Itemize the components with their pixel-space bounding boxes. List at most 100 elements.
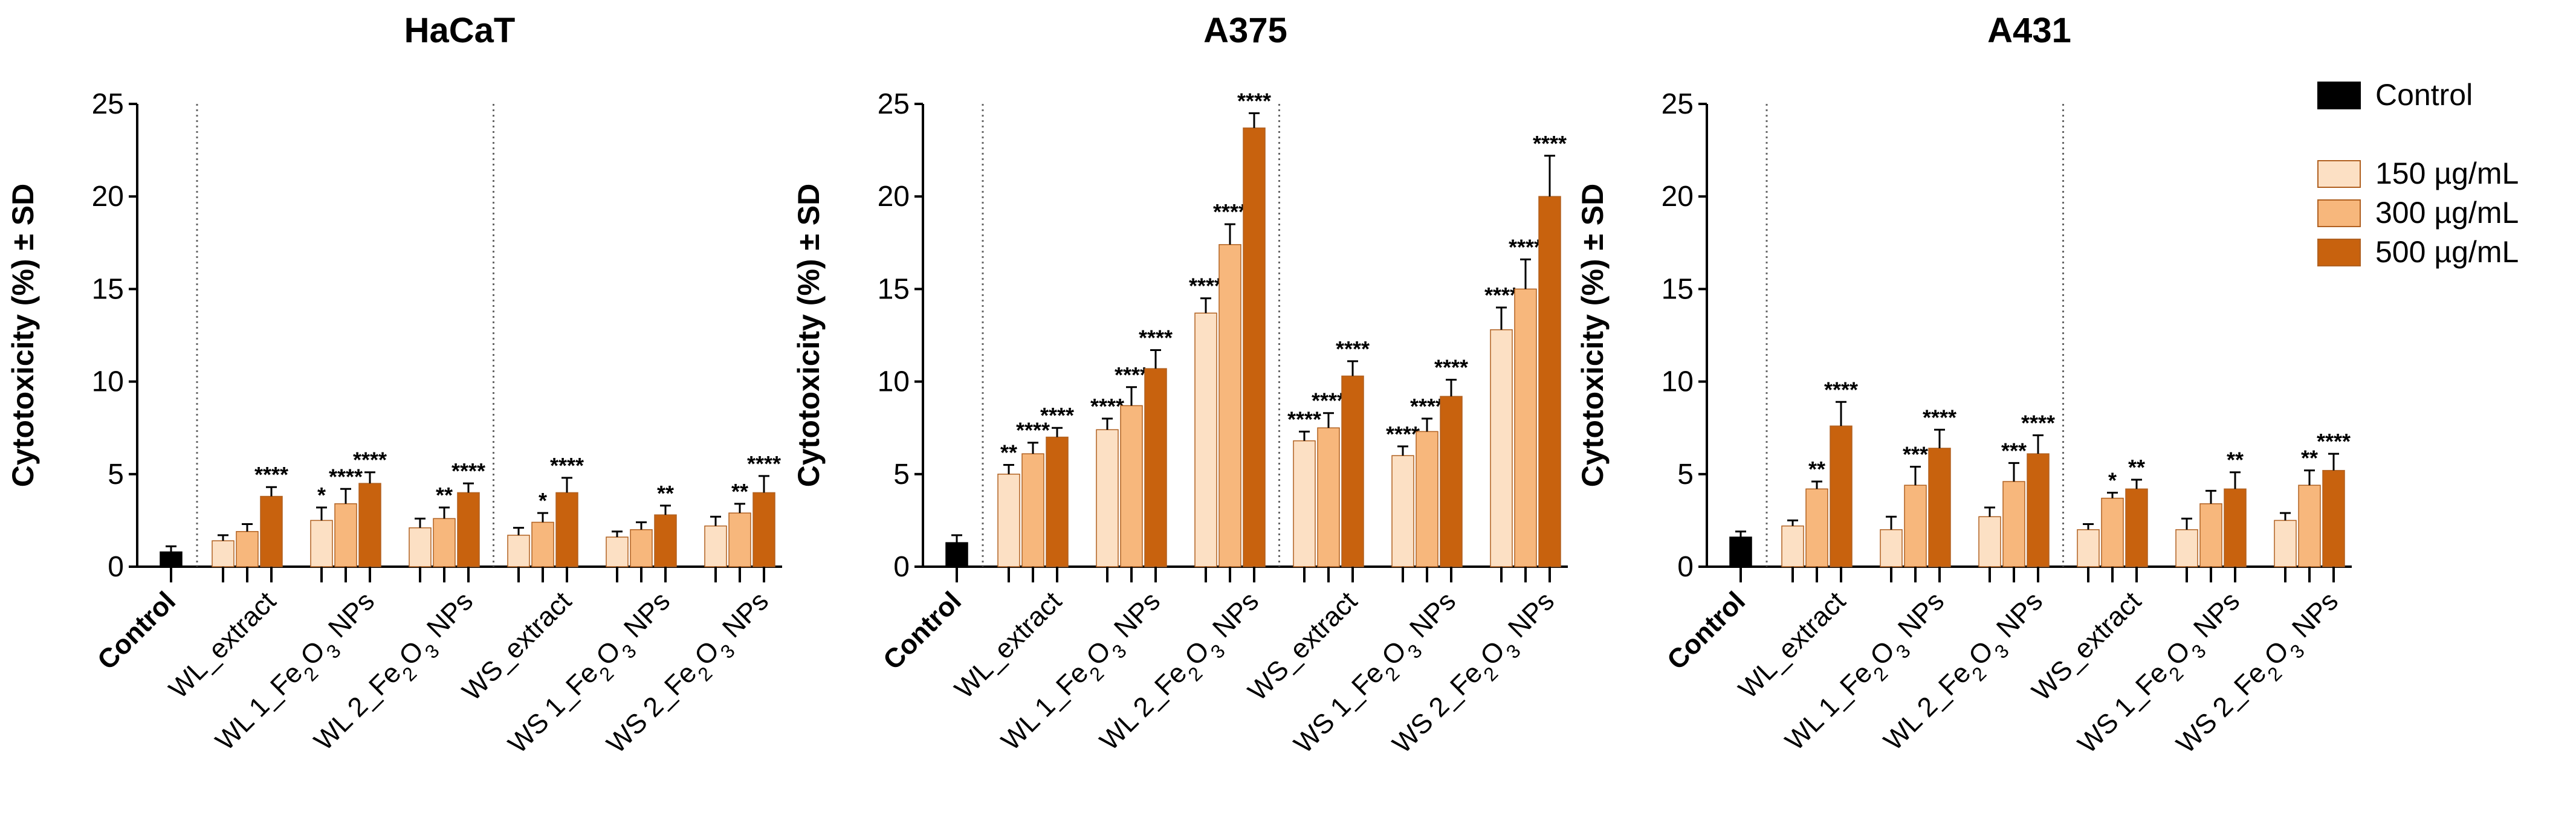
significance-label: **** (1287, 407, 1321, 431)
bar (2224, 488, 2247, 567)
significance-label: ** (436, 483, 453, 507)
y-tick-label: 0 (108, 551, 124, 583)
bar (1904, 485, 1927, 567)
significance-label: ** (1808, 457, 1825, 482)
significance-label: **** (1824, 377, 1858, 402)
significance-label: **** (451, 459, 485, 483)
legend-label: Control (2375, 78, 2473, 112)
significance-label: **** (1434, 355, 1468, 380)
y-tick-label: 25 (878, 88, 910, 120)
bar (1538, 196, 1561, 567)
significance-label: ** (1000, 440, 1017, 465)
significance-label: **** (1139, 326, 1173, 350)
bar (1928, 448, 1951, 567)
bar (2027, 453, 2050, 567)
legend-swatch (2317, 199, 2361, 227)
bar (1021, 453, 1044, 567)
bar (457, 492, 480, 567)
y-axis-label: Cytotoxicity (%) ± SD (6, 184, 40, 488)
significance-label: **** (1533, 131, 1567, 156)
bar (1729, 536, 1752, 567)
bar (1391, 455, 1414, 567)
significance-label: **** (550, 453, 584, 478)
bar (1046, 436, 1069, 567)
bar (945, 542, 968, 567)
bar (2199, 503, 2222, 567)
legend-swatch (2317, 160, 2361, 188)
bar (1805, 488, 1828, 567)
significance-label: **** (1090, 394, 1124, 419)
significance-label: **** (747, 451, 781, 476)
bar (1293, 440, 1316, 567)
bar (1144, 368, 1167, 567)
bar (2298, 485, 2321, 567)
y-tick-label: 5 (893, 459, 910, 491)
y-tick-label: 25 (1662, 88, 1694, 120)
bar (1243, 127, 1266, 567)
panel-title: A375 (1203, 11, 1287, 50)
bar (1317, 427, 1340, 567)
significance-label: ** (657, 481, 674, 506)
bar (1978, 516, 2001, 567)
legend-label: 500 µg/mL (2375, 235, 2519, 269)
bar (236, 531, 259, 567)
y-tick-label: 10 (92, 366, 124, 398)
significance-label: ** (2301, 446, 2318, 471)
bar (358, 483, 381, 567)
significance-label: *** (2001, 438, 2027, 463)
significance-label: * (317, 483, 326, 507)
bar (2002, 481, 2025, 567)
significance-label: **** (329, 464, 363, 489)
y-axis-label: Cytotoxicity (%) ± SD (1576, 184, 1610, 488)
bar (2077, 529, 2100, 567)
legend-swatch (2317, 82, 2361, 109)
bar (310, 520, 333, 567)
significance-label: **** (1237, 88, 1271, 113)
y-tick-label: 25 (92, 88, 124, 120)
bar (630, 529, 653, 567)
bar (1514, 288, 1537, 567)
bar (1880, 529, 1903, 567)
bar (409, 527, 432, 567)
significance-label: **** (254, 462, 288, 487)
significance-label: **** (1509, 234, 1542, 259)
y-tick-label: 10 (878, 366, 910, 398)
bar (2175, 529, 2198, 567)
bar (606, 536, 629, 567)
significance-label: *** (1903, 442, 1928, 467)
bar (2101, 497, 2124, 567)
y-tick-label: 5 (108, 459, 124, 491)
category-label: Control (877, 585, 967, 675)
y-tick-label: 15 (878, 273, 910, 305)
significance-label: **** (1923, 405, 1956, 430)
significance-label: ** (731, 479, 748, 504)
category-label: Control (91, 585, 181, 675)
bar (2125, 488, 2148, 567)
bar (1440, 396, 1463, 567)
significance-label: **** (1312, 388, 1345, 413)
y-tick-label: 0 (1677, 551, 1694, 583)
legend-label: 150 µg/mL (2375, 156, 2519, 190)
bar (160, 551, 183, 567)
bar (728, 512, 751, 567)
bar (1120, 405, 1143, 567)
panel-title: HaCaT (404, 11, 516, 50)
significance-label: **** (1386, 422, 1420, 446)
bar (507, 535, 530, 567)
bar (1218, 244, 1241, 567)
y-tick-label: 5 (1677, 459, 1694, 491)
legend: Control 150 µg/mL 300 µg/mL 500 µg/mL (2317, 78, 2519, 269)
legend-label: 300 µg/mL (2375, 196, 2519, 230)
bar (704, 525, 727, 567)
significance-label: **** (1040, 403, 1074, 428)
significance-label: **** (1016, 418, 1050, 443)
y-tick-label: 20 (878, 181, 910, 213)
y-tick-label: 10 (1662, 366, 1694, 398)
significance-label: **** (353, 448, 387, 472)
bar (531, 521, 554, 567)
legend-swatch (2317, 239, 2361, 266)
